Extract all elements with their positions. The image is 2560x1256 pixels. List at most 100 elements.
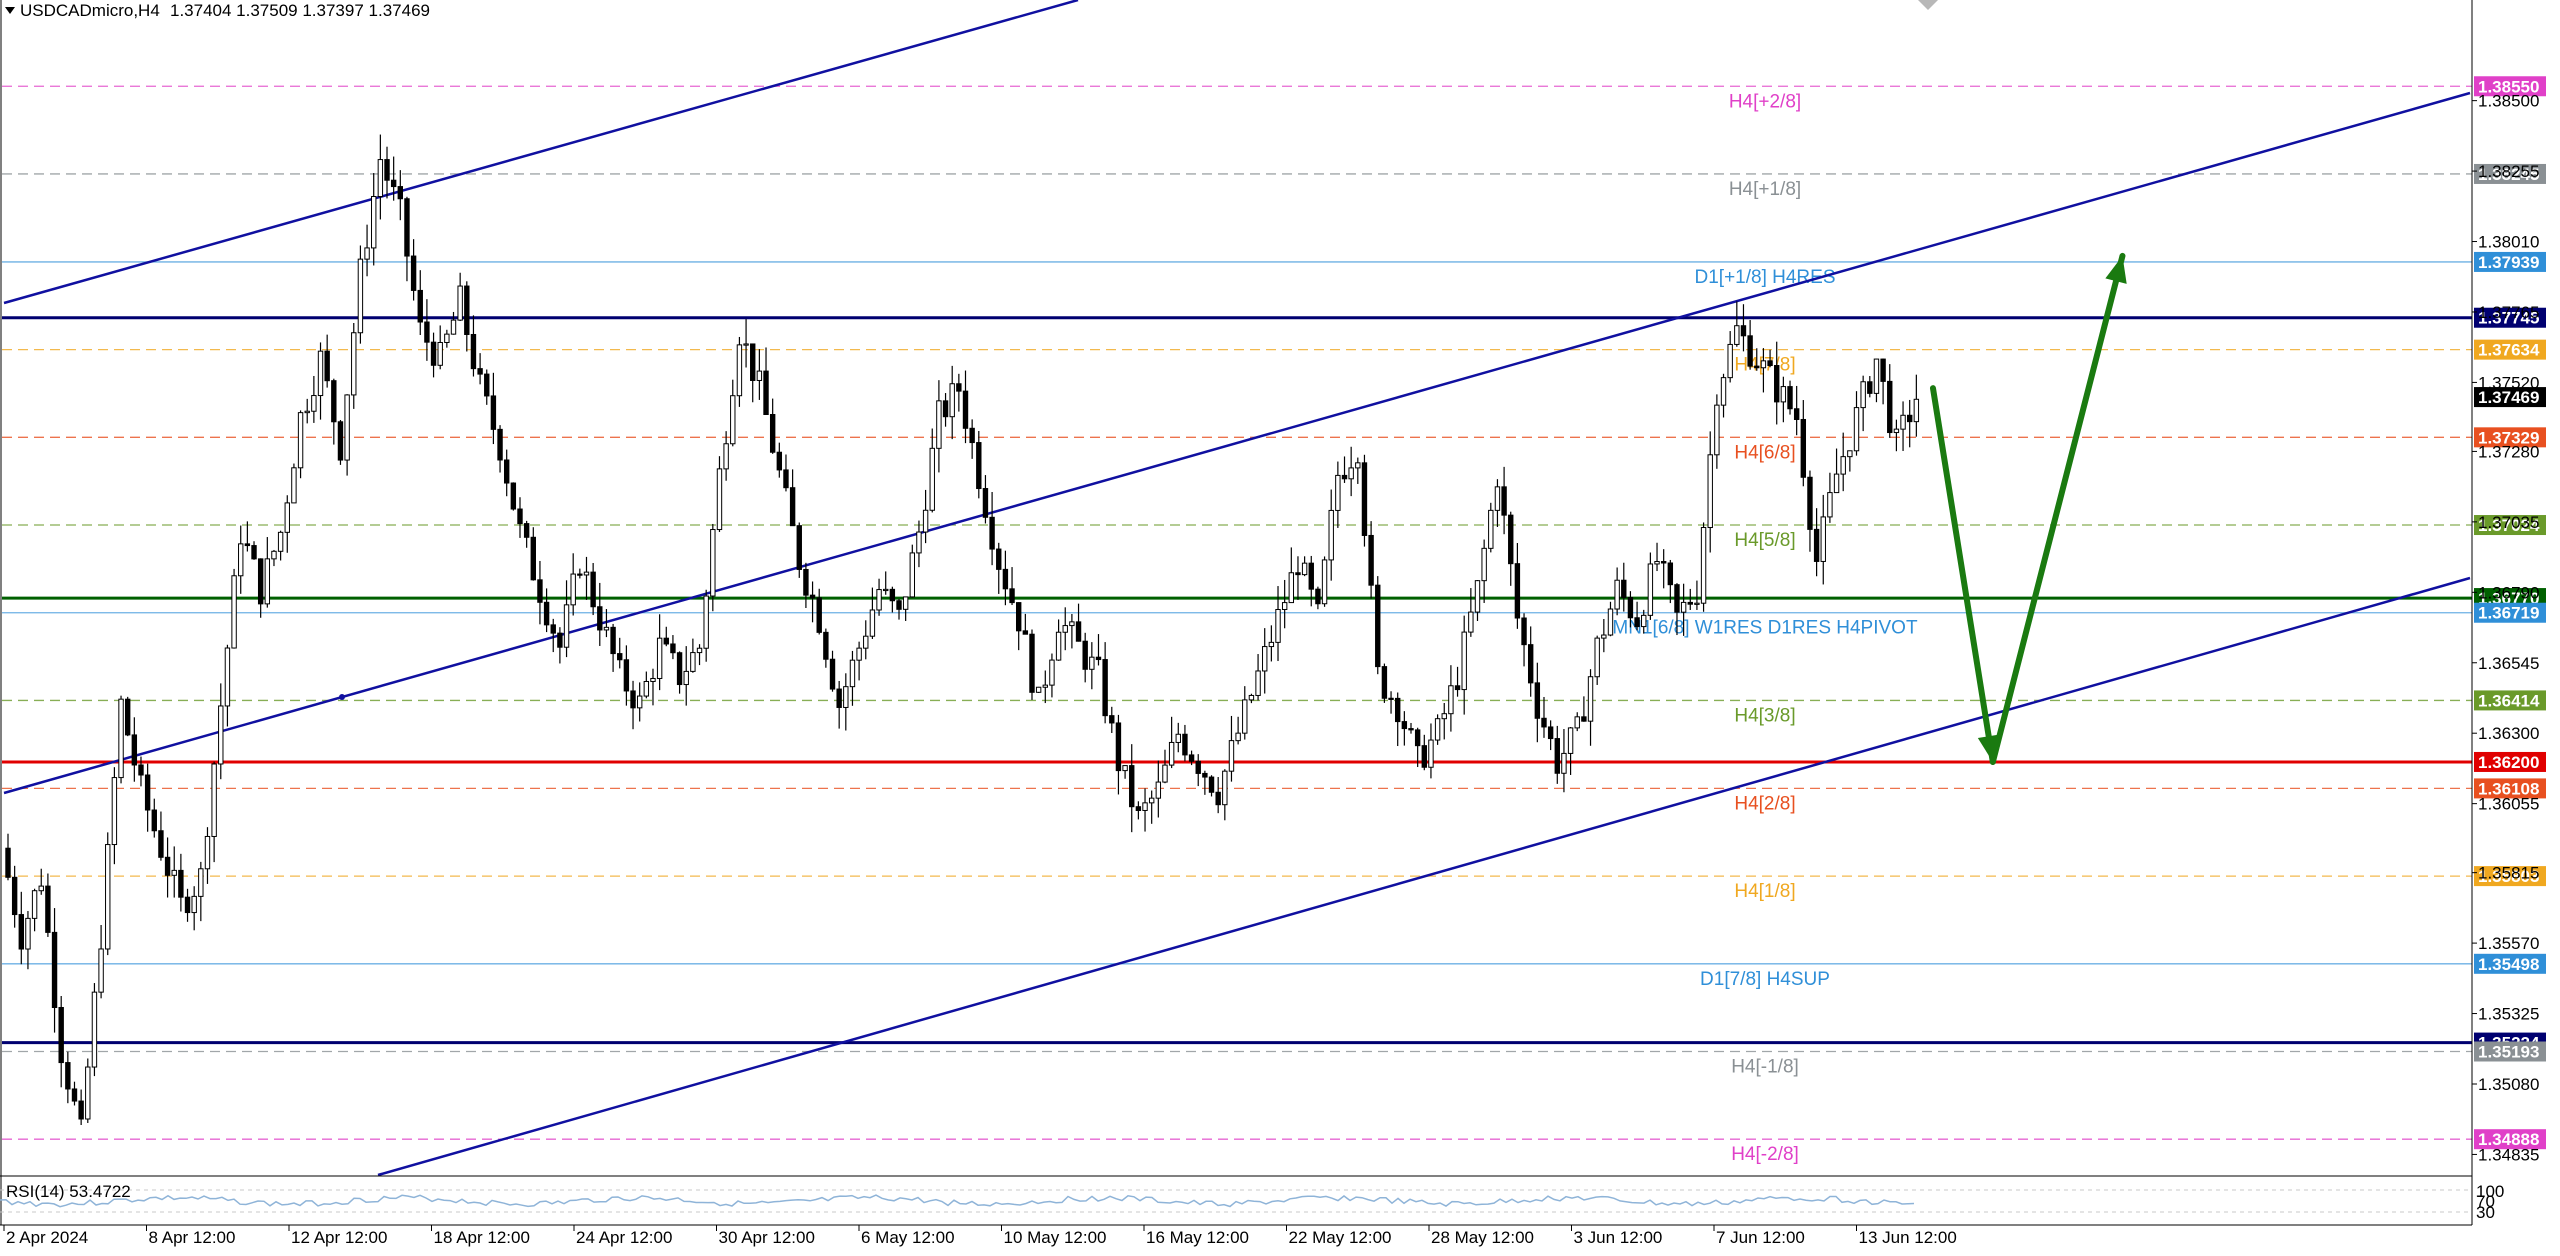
price-badge-text: 1.37634 [2478,341,2540,360]
symbol-menu-icon[interactable] [5,7,15,14]
candle-bear [896,600,902,610]
candle-bull [85,1066,91,1120]
price-badge-text: 1.37939 [2478,253,2539,272]
channel-lower-line[interactable] [377,576,2471,1177]
level-label: D1[+1/8] H4RES [1695,267,1836,288]
candle-bull [1122,765,1128,772]
candle-bear [1660,561,1667,564]
price-badge-text: 1.38245 [2478,165,2539,184]
candle-bear [969,427,975,444]
price-badge-text: 1.38550 [2478,77,2539,96]
candle-bull [1567,727,1574,754]
x-tick-label: 22 May 12:00 [1289,1228,1392,1247]
candle-bull [1222,770,1228,806]
candle-bear [1375,584,1381,668]
y-tick-label: 1.37035 [2478,513,2539,532]
price-badge-text: 1.36719 [2478,604,2539,623]
y-tick-label: 1.37280 [2478,442,2539,461]
candle-bull [91,991,98,1068]
candle-bear [1800,418,1807,478]
candle-bear [1534,682,1541,719]
candle-bear [550,624,556,634]
channel-upper-line[interactable] [3,0,1079,305]
candle-bear [331,380,337,423]
channel-middle-line[interactable] [3,91,2471,795]
candle-bull [949,383,955,418]
y-tick-label: 1.38500 [2478,92,2539,111]
candle-bear [523,523,530,538]
candle-bull [344,394,350,461]
candle-bear [1381,666,1388,699]
candle-bull [1168,741,1175,766]
candle-bull [1707,454,1713,529]
y-tick-label: 1.36055 [2478,795,2539,814]
candle-bear [18,914,24,950]
candle-bull [105,844,111,950]
candle-bull [1281,602,1288,611]
candle-bear [430,341,437,366]
candle-bear [490,395,497,430]
candle-bear [1115,722,1122,772]
candle-bear [477,368,483,375]
candle-bear [1401,721,1408,730]
candle-bull [1913,398,1920,423]
candle-bear [1295,572,1301,576]
candle-bull [1262,646,1268,672]
candle-bear [617,653,623,661]
candle-bear [1102,659,1108,717]
level-label: D1[7/8] H4SUP [1700,969,1830,990]
candle-bull [311,395,317,412]
candle-bull [1062,625,1068,633]
candle-bear [1674,584,1680,613]
y-tick-label: 1.36300 [2478,724,2539,743]
candle-bull [856,647,862,661]
candle-bull [364,247,370,260]
period-separator-marker [1918,0,1938,10]
candle-bull [603,626,610,631]
candle-bear [417,289,423,323]
price-badge [2474,307,2546,328]
candle-bear [597,606,603,631]
candle-bear [663,637,669,645]
candle-bull [1441,713,1447,720]
candle-bear [324,350,330,382]
symbol-title: USDCADmicro,H4 [20,1,160,20]
candle-bear [138,764,144,776]
price-badge [2474,76,2546,97]
candle-bear [543,601,550,626]
price-badge-text: 1.35193 [2478,1042,2539,1061]
candle-bull [25,917,31,950]
candle-bear [1541,717,1547,728]
level-label: MN1[6/8] W1RES D1RES H4PIVOT [1612,618,1918,639]
x-tick-label: 3 Jun 12:00 [1574,1228,1663,1247]
projection-arrow-shaft[interactable] [1989,252,2126,765]
candle-bull [111,777,118,846]
candle-bull [211,763,217,837]
candle-bear [410,255,417,291]
candle-bear [537,579,543,603]
candle-bull [291,467,297,504]
y-tick-label: 1.38255 [2478,162,2539,181]
projection-arrow-shaft[interactable] [1929,385,1996,765]
candle-bear [1009,588,1015,604]
candle-bear [131,734,138,766]
candle-bull [1494,486,1501,511]
candle-bull [377,159,384,198]
candle-bull [1574,716,1580,729]
candle-bear [384,159,390,181]
candle-bear [1361,462,1368,536]
candle-bear [1867,381,1873,394]
candle-bull [1328,509,1334,561]
y-tick-label: 1.35080 [2478,1075,2539,1094]
candle-bear [1182,733,1188,756]
price-badge-text: 1.37024 [2478,516,2540,535]
candle-bull [636,695,643,709]
price-axis: 1.38500 1.38255 1.38010 1.37765 1.37520 1.372… [2472,92,2539,1164]
candle-bull [1228,740,1235,772]
y-tick-label: 1.35325 [2478,1005,2539,1024]
price-badge [2474,866,2546,887]
y-tick-label: 1.37765 [2478,303,2539,322]
rsi-pane[interactable]: RSI(14) 53.4722 100 70 30 [0,1182,2504,1222]
